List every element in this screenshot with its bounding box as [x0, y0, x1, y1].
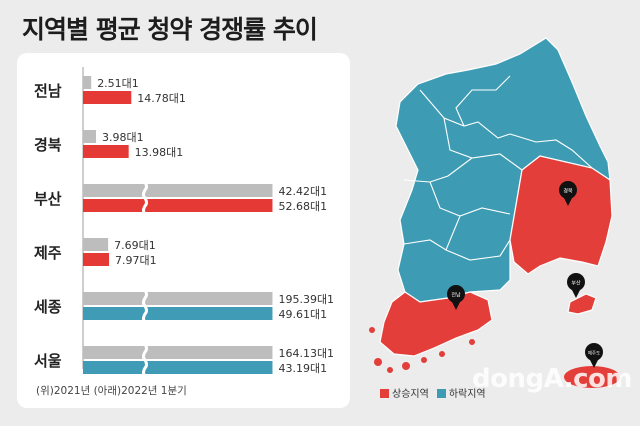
map-legend: 상승지역 하락지역: [380, 385, 486, 400]
map-island: [374, 358, 382, 366]
korea-map: 경북 부산 전남 제주도: [369, 37, 620, 388]
map-pin-label: 제주도: [588, 350, 600, 357]
bar-2022: [83, 307, 273, 320]
map-pin-label: 전남: [451, 292, 461, 299]
category-label: 세종: [34, 298, 62, 316]
map-region-jeju: [564, 366, 620, 388]
bar-2022: [83, 253, 110, 266]
map-island: [421, 357, 427, 363]
data-label-2022: 49.61대1: [278, 308, 327, 321]
data-label-2022: 7.97대1: [115, 254, 157, 267]
data-label-2022: 52.68대1: [278, 200, 327, 213]
chart-footnote: (위)2021년 (아래)2022년 1분기: [36, 385, 187, 397]
bar-2022: [83, 199, 273, 212]
map-pin-label: 경북: [563, 188, 573, 195]
category-label: 서울: [34, 352, 62, 370]
data-label-2021: 2.51대1: [97, 77, 139, 90]
map-pin-busan: 부산: [567, 273, 585, 298]
data-label-2021: 195.39대1: [278, 293, 334, 306]
map-island: [369, 327, 375, 333]
bar-2021: [83, 76, 92, 89]
map-pin-label: 부산: [571, 280, 581, 287]
map-boundary: [403, 75, 593, 261]
axis-break-mark: [142, 181, 148, 216]
map-island: [387, 367, 393, 373]
map-island: [402, 362, 410, 370]
axis-break-mark: [142, 343, 148, 378]
legend-label-rise: 상승지역: [392, 389, 429, 400]
legend-item-rise: 상승지역: [380, 385, 429, 400]
map-pin-gyeongbuk: 경북: [559, 181, 577, 206]
bar-2021: [83, 184, 273, 197]
map-pin-jeonnam: 전남: [447, 285, 465, 310]
page-title: 지역별 평균 청약 경쟁률 추이: [22, 15, 318, 44]
legend-label-fall: 하락지역: [448, 389, 486, 400]
bar-chart: 전남 2.51대1 14.78대1 경북 3.98대1 13.98대1 부산 42.42대1 5…: [34, 67, 334, 378]
bar-2022: [83, 145, 129, 158]
category-label: 제주: [34, 244, 62, 262]
map-region-gyeongbuk: [509, 155, 613, 275]
map-pin-jeju: 제주도: [585, 343, 603, 368]
map-island: [439, 351, 445, 357]
bar-2022: [83, 91, 132, 104]
bar-2022: [83, 361, 273, 374]
axis-break-mark: [142, 289, 148, 324]
bar-2021: [83, 130, 97, 143]
category-label: 부산: [34, 190, 62, 208]
data-label-2021: 164.13대1: [278, 347, 334, 360]
category-label: 경북: [34, 136, 62, 154]
data-label-2022: 43.19대1: [278, 362, 327, 375]
bar-2021: [83, 292, 273, 305]
data-label-2021: 42.42대1: [278, 185, 327, 198]
data-label-2022: 13.98대1: [135, 146, 184, 159]
map-region-busan: [567, 293, 597, 315]
chart-panel: 전남 2.51대1 14.78대1 경북 3.98대1 13.98대1 부산 42.42대1 5…: [17, 53, 350, 408]
bar-2021: [83, 346, 273, 359]
map-region-jeonnam: [379, 291, 493, 357]
map-island: [469, 339, 475, 345]
legend-item-fall: 하락지역: [436, 385, 486, 400]
bar-2021: [83, 238, 109, 251]
data-label-2022: 14.78대1: [137, 92, 186, 105]
watermark: dongA.com: [472, 364, 632, 394]
data-label-2021: 3.98대1: [102, 131, 144, 144]
category-label: 전남: [34, 82, 62, 100]
data-label-2021: 7.69대1: [114, 239, 156, 252]
